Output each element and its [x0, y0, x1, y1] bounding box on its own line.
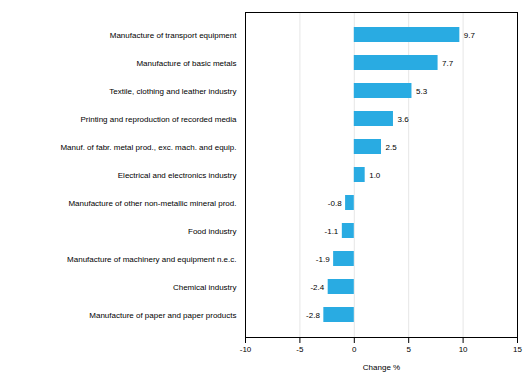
svg-text:-1.9: -1.9	[316, 255, 330, 264]
svg-text:15: 15	[513, 345, 522, 354]
svg-text:1.0: 1.0	[369, 171, 381, 180]
svg-text:Textile, clothing and leather: Textile, clothing and leather industry	[109, 87, 236, 96]
svg-text:-2.8: -2.8	[306, 311, 320, 320]
svg-text:10: 10	[459, 345, 468, 354]
svg-text:-0.8: -0.8	[328, 199, 342, 208]
svg-text:Manuf. of fabr. metal prod., e: Manuf. of fabr. metal prod., exc. mach. …	[60, 143, 236, 152]
svg-text:Manufacture of transport equip: Manufacture of transport equipment	[110, 31, 238, 40]
svg-text:9.7: 9.7	[464, 31, 476, 40]
svg-text:Manufacture of other non-metal: Manufacture of other non-metallic minera…	[68, 199, 236, 208]
svg-text:Chemical industry: Chemical industry	[173, 283, 237, 292]
svg-text:-5: -5	[296, 345, 304, 354]
svg-text:0: 0	[352, 345, 357, 354]
svg-text:-2.4: -2.4	[310, 283, 324, 292]
svg-text:3.6: 3.6	[397, 115, 409, 124]
svg-text:Electrical and electronics ind: Electrical and electronics industry	[118, 171, 237, 180]
svg-text:Printing and reproduction of r: Printing and reproduction of recorded me…	[80, 115, 237, 124]
svg-text:-1.1: -1.1	[325, 227, 339, 236]
svg-text:Manufacture of basic metals: Manufacture of basic metals	[136, 59, 236, 68]
svg-text:Manufacture of machinery and e: Manufacture of machinery and equipment n…	[67, 255, 236, 264]
svg-text:7.7: 7.7	[442, 59, 454, 68]
svg-text:-10: -10	[240, 345, 252, 354]
svg-text:5.3: 5.3	[416, 87, 428, 96]
svg-text:2.5: 2.5	[386, 143, 398, 152]
svg-text:Change %: Change %	[363, 363, 400, 372]
svg-text:Food industry: Food industry	[188, 227, 236, 236]
svg-text:Manufacture of paper and paper: Manufacture of paper and paper products	[89, 311, 236, 320]
svg-text:5: 5	[406, 345, 411, 354]
